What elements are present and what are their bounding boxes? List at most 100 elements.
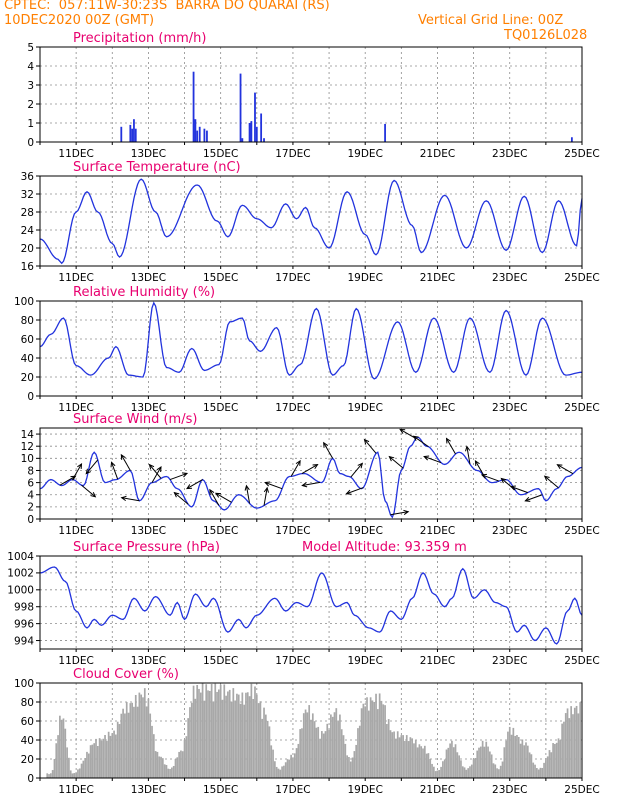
cloud-bar <box>382 704 385 778</box>
x-tick-label: 13DEC <box>131 402 166 414</box>
cloud-bar <box>51 770 54 778</box>
cloud-bar <box>517 736 520 778</box>
cloud-bar <box>75 772 77 778</box>
y-tick-label: 60 <box>21 334 34 346</box>
cloud-bar <box>165 764 168 778</box>
cloud-bar <box>418 744 421 778</box>
cloud-bar <box>539 767 542 778</box>
y-tick-label: 4 <box>27 490 34 502</box>
cloud-bar <box>503 747 506 778</box>
cloud-bar <box>534 764 536 778</box>
y-tick-label: 8 <box>27 465 34 477</box>
cloud-bar <box>156 751 159 778</box>
cloud-bar <box>313 721 316 778</box>
wind-arrow <box>174 492 189 505</box>
x-tick-label: 17DEC <box>275 148 310 160</box>
wind-arrow <box>215 492 232 503</box>
wind-arrow <box>475 460 485 477</box>
cloud-bar <box>472 758 475 778</box>
x-tick-label: 21DEC <box>420 525 455 537</box>
wind-arrow-head <box>500 477 507 484</box>
y-tick-label: 24 <box>21 225 35 237</box>
cloud-bar <box>541 767 544 778</box>
cloud-bar <box>105 740 108 778</box>
cloud-bar <box>176 757 179 778</box>
wind-arrow <box>389 456 404 469</box>
cloud-bar <box>185 736 188 778</box>
wind-arrow <box>525 494 543 502</box>
cloud-bar <box>115 734 117 778</box>
cloud-bar <box>315 727 318 778</box>
cloud-bar <box>512 727 515 778</box>
cloud-bar <box>514 735 517 778</box>
cloud-bar <box>162 758 164 778</box>
cloud-bar <box>443 759 446 778</box>
cloud-bar <box>463 767 466 778</box>
cloud-bar <box>167 768 170 778</box>
precip-bar <box>250 121 253 142</box>
y-tick-label: 100 <box>14 678 34 690</box>
cloud-bar <box>369 697 372 778</box>
cloud-bar <box>423 745 426 778</box>
cloud-bar <box>570 706 573 778</box>
cloud-bar <box>138 692 141 778</box>
cloud-bar <box>178 751 180 778</box>
wind-arrow <box>81 484 96 498</box>
cloud-bar <box>469 766 471 778</box>
y-tick-label: 2 <box>27 502 34 514</box>
cloud-bar <box>389 730 392 778</box>
cloud-bar <box>183 739 186 778</box>
cloud-bar <box>140 694 143 778</box>
cloud-bar <box>411 738 414 778</box>
cloud-bar <box>416 747 419 778</box>
cloud-bar <box>190 702 193 778</box>
cloud-bar <box>261 718 264 778</box>
cloud-bar <box>207 690 209 778</box>
cloud-bar <box>351 757 354 778</box>
cloud-bar <box>523 745 526 778</box>
cloud-bar <box>232 688 235 778</box>
cloud-bar <box>201 683 204 778</box>
cloud-bar <box>283 765 285 778</box>
y-tick-label: 2 <box>27 99 34 111</box>
cloud-bar <box>304 709 307 778</box>
y-tick-label: 998 <box>14 602 34 614</box>
x-tick-label: 21DEC <box>420 784 455 796</box>
precip-bar <box>263 138 265 142</box>
cloud-bar <box>57 735 59 778</box>
cloud-bar <box>246 692 249 778</box>
cloud-bar <box>241 692 244 778</box>
cloud-bar <box>449 743 451 778</box>
cloud-bar <box>322 733 325 778</box>
cloud-bar <box>548 750 551 778</box>
cloud-bar <box>237 694 240 778</box>
cloud-bar <box>277 768 280 778</box>
cloud-bar <box>429 758 432 778</box>
cloud-bar <box>297 743 300 778</box>
precip-bar <box>194 119 197 142</box>
x-tick-label: 13DEC <box>131 784 166 796</box>
cloud-bar <box>223 684 226 778</box>
x-tick-label: 15DEC <box>203 272 238 284</box>
wind-arrow-head <box>90 492 97 498</box>
cloud-bar <box>264 714 267 778</box>
wind-arrow-head <box>357 462 364 469</box>
y-tick-label: 6 <box>27 477 34 489</box>
cloud-bar <box>243 704 246 778</box>
x-tick-label: 17DEC <box>275 784 310 796</box>
cloud-bar <box>373 701 376 778</box>
cloud-bar <box>91 744 94 778</box>
header-datetime: 10DEC2020 00Z (GMT) <box>4 13 155 28</box>
cloud-bar <box>160 756 162 778</box>
x-tick-label: 11DEC <box>58 272 93 284</box>
y-tick-label: 0 <box>27 391 34 403</box>
cloud-bar <box>431 763 433 778</box>
cloud-bar <box>120 713 123 778</box>
cloud-bar <box>559 740 562 778</box>
cloud-bar <box>219 684 222 778</box>
y-tick-label: 1002 <box>7 568 34 580</box>
cloud-bar <box>526 745 529 778</box>
y-tick-label: 32 <box>21 189 34 201</box>
cloud-bar <box>93 743 96 778</box>
cloud-bar <box>118 724 121 778</box>
